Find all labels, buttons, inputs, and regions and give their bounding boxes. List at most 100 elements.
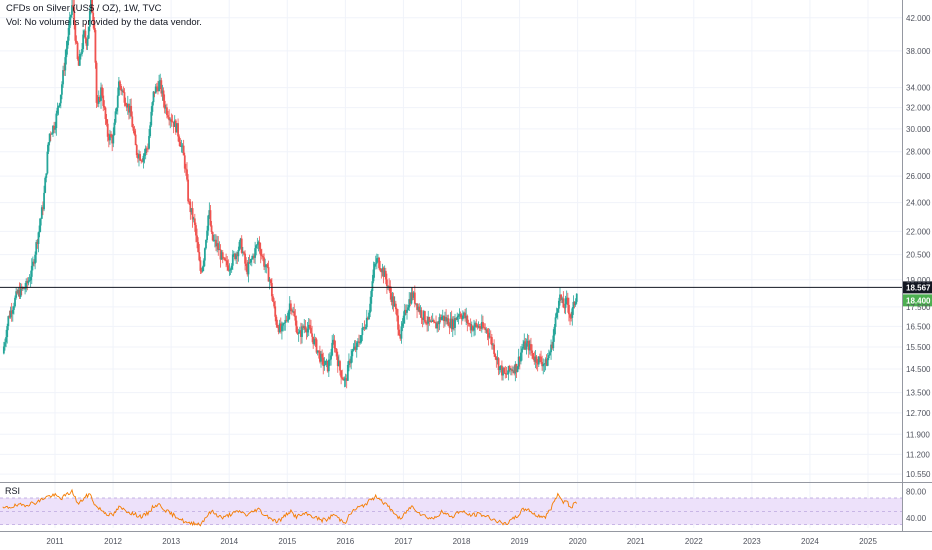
candle-body bbox=[286, 319, 289, 321]
candle-body bbox=[93, 21, 96, 31]
candle-body bbox=[222, 257, 225, 259]
candle-body bbox=[393, 303, 396, 307]
candle-body bbox=[547, 355, 550, 359]
candle-body bbox=[272, 296, 274, 302]
candle-body bbox=[292, 311, 294, 313]
candle-body bbox=[44, 177, 47, 193]
candle-body bbox=[220, 252, 223, 260]
candle-body bbox=[356, 341, 359, 343]
candle-body bbox=[383, 270, 386, 277]
candle-body bbox=[10, 310, 13, 314]
candle-body bbox=[82, 34, 85, 50]
candle-body bbox=[557, 300, 560, 309]
candle-body bbox=[418, 306, 421, 313]
candle-body bbox=[569, 314, 571, 318]
candle-body bbox=[74, 23, 77, 41]
candle-body bbox=[25, 280, 28, 289]
candle-body bbox=[505, 373, 508, 375]
candle-body bbox=[288, 303, 291, 312]
candle-body bbox=[273, 301, 276, 307]
candle-body bbox=[135, 145, 138, 156]
candle-body bbox=[515, 364, 518, 372]
candle-body bbox=[48, 133, 51, 143]
candle-body bbox=[181, 145, 184, 147]
horizontal-price-line[interactable]: 18.567 18.400 bbox=[0, 281, 932, 307]
candle-body bbox=[506, 373, 509, 375]
x-tick-label: 2020 bbox=[569, 537, 587, 546]
candle-body bbox=[224, 258, 226, 261]
candle-body bbox=[250, 258, 253, 260]
candle-body bbox=[359, 342, 361, 344]
rsi-line bbox=[2, 488, 578, 527]
rsi-tick-label: 40.00 bbox=[906, 514, 927, 523]
last-price-label: 18.400 bbox=[906, 296, 931, 305]
candle-body bbox=[478, 326, 481, 329]
rsi-label[interactable]: RSI bbox=[5, 486, 21, 496]
candle-body bbox=[238, 241, 241, 250]
candle-body bbox=[249, 259, 252, 263]
candle-body bbox=[244, 253, 246, 264]
candle-body bbox=[447, 318, 450, 326]
candle-body bbox=[233, 253, 235, 255]
x-tick-label: 2019 bbox=[511, 537, 529, 546]
candle-body bbox=[94, 30, 97, 63]
y-tick-label: 16.500 bbox=[906, 322, 931, 331]
candle-body bbox=[268, 279, 271, 282]
candle-body bbox=[554, 317, 557, 327]
candle-body bbox=[150, 111, 153, 126]
candle-body bbox=[474, 323, 477, 328]
candle-body bbox=[177, 123, 179, 137]
candle-body bbox=[563, 307, 566, 309]
candle-body bbox=[325, 360, 328, 362]
candle-body bbox=[336, 356, 339, 367]
symbol-title[interactable]: CFDs on Silver (US$ / OZ), 1W, TVC bbox=[6, 3, 162, 14]
candle-body bbox=[434, 321, 436, 323]
candle-body bbox=[466, 315, 469, 324]
candle-body bbox=[100, 87, 102, 101]
y-tick-label: 19.000 bbox=[906, 276, 931, 285]
candle-body bbox=[259, 249, 262, 256]
candle-body bbox=[537, 356, 540, 365]
candle-body bbox=[106, 123, 109, 137]
candle-body bbox=[144, 148, 147, 154]
candle-body bbox=[214, 239, 216, 241]
candle-body bbox=[24, 288, 26, 290]
candle-body bbox=[196, 235, 198, 243]
candle-body bbox=[278, 323, 281, 332]
candle-body bbox=[4, 342, 6, 347]
candle-body bbox=[468, 323, 471, 325]
candle-body bbox=[566, 297, 569, 305]
candle-body bbox=[17, 289, 20, 294]
candle-body bbox=[258, 242, 261, 250]
candle-body bbox=[444, 316, 446, 322]
candle-body bbox=[247, 262, 250, 275]
candle-body bbox=[545, 359, 548, 366]
candle-body bbox=[27, 280, 30, 284]
candle-body bbox=[217, 243, 220, 250]
candle-body bbox=[456, 316, 459, 320]
candle-body bbox=[246, 266, 249, 275]
candle-body bbox=[208, 210, 211, 216]
candle-body bbox=[380, 270, 383, 273]
candle-body bbox=[2, 346, 5, 354]
x-tick-label: 2025 bbox=[859, 537, 877, 546]
candle-body bbox=[320, 353, 322, 362]
candle-body bbox=[524, 341, 527, 350]
x-tick-label: 2014 bbox=[220, 537, 238, 546]
candle-body bbox=[457, 315, 460, 317]
candle-body bbox=[180, 145, 183, 147]
candle-body bbox=[267, 267, 270, 282]
candle-body bbox=[332, 339, 335, 343]
candle-body bbox=[279, 323, 282, 332]
candle-body bbox=[101, 87, 104, 96]
candle-body bbox=[248, 262, 251, 263]
candle-body bbox=[306, 328, 309, 333]
candle-body bbox=[162, 90, 165, 101]
candle-body bbox=[412, 292, 415, 298]
candle-body bbox=[14, 297, 16, 307]
candle-body bbox=[255, 245, 258, 249]
candle-body bbox=[536, 362, 539, 365]
candle-body bbox=[508, 366, 511, 370]
candle-body bbox=[423, 311, 426, 322]
candle-body bbox=[523, 341, 526, 347]
